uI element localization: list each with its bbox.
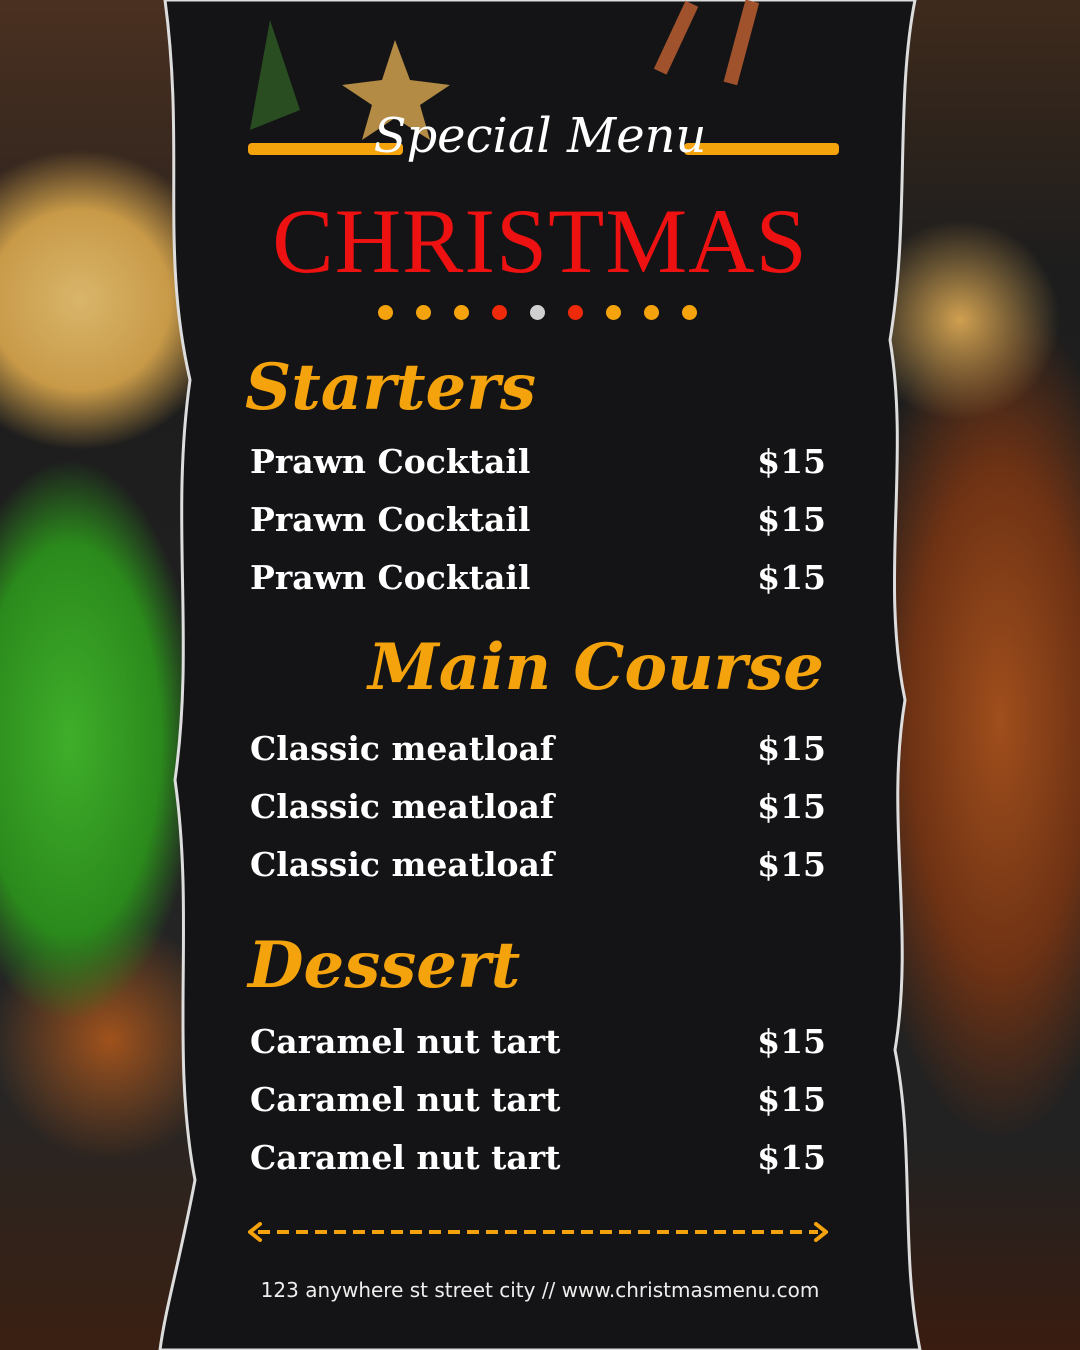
menu-item: Caramel nut tart $15: [250, 1022, 826, 1061]
footer-contact: 123 anywhere st street city // www.chris…: [260, 1278, 820, 1302]
brush-stroke-right: [684, 143, 839, 155]
item-price: $15: [757, 845, 826, 884]
page-title: CHRISTMAS: [272, 190, 808, 292]
cinnamon-stick: [653, 0, 699, 75]
menu-item: Caramel nut tart $15: [250, 1080, 826, 1119]
menu-item: Classic meatloaf $15: [250, 845, 826, 884]
menu-item: Classic meatloaf $15: [250, 729, 826, 768]
item-price: $15: [757, 558, 826, 597]
section-title-dessert: Dessert: [248, 928, 521, 1003]
item-name: Classic meatloaf: [250, 729, 555, 768]
item-name: Classic meatloaf: [250, 845, 555, 884]
section-title-starters: Starters: [245, 350, 536, 425]
item-name: Prawn Cocktail: [250, 558, 531, 597]
item-price: $15: [757, 1080, 826, 1119]
section-title-main-course: Main Course: [367, 630, 824, 705]
menu-item: Caramel nut tart $15: [250, 1138, 826, 1177]
dot: [682, 305, 697, 320]
item-name: Prawn Cocktail: [250, 442, 531, 481]
subtitle: Special Menu: [373, 108, 707, 164]
menu-item: Prawn Cocktail $15: [250, 558, 826, 597]
item-name: Caramel nut tart: [250, 1022, 561, 1061]
menu-item: Classic meatloaf $15: [250, 787, 826, 826]
pine-branch: [250, 20, 300, 130]
item-price: $15: [757, 500, 826, 539]
dashed-arrow-divider: [248, 1222, 828, 1242]
dot: [530, 305, 545, 320]
menu-item: Prawn Cocktail $15: [250, 442, 826, 481]
item-name: Prawn Cocktail: [250, 500, 531, 539]
item-price: $15: [757, 787, 826, 826]
item-price: $15: [757, 1022, 826, 1061]
item-price: $15: [757, 729, 826, 768]
star-decoration: [342, 40, 450, 140]
dot: [416, 305, 431, 320]
menu-item: Prawn Cocktail $15: [250, 500, 826, 539]
item-name: Caramel nut tart: [250, 1138, 561, 1177]
item-price: $15: [757, 442, 826, 481]
item-name: Classic meatloaf: [250, 787, 555, 826]
dot: [568, 305, 583, 320]
dot: [378, 305, 393, 320]
dot: [454, 305, 469, 320]
item-price: $15: [757, 1138, 826, 1177]
item-name: Caramel nut tart: [250, 1080, 561, 1119]
dot: [492, 305, 507, 320]
brush-stroke-left: [248, 143, 403, 155]
dot: [606, 305, 621, 320]
dot: [644, 305, 659, 320]
dot-divider: [378, 305, 697, 320]
